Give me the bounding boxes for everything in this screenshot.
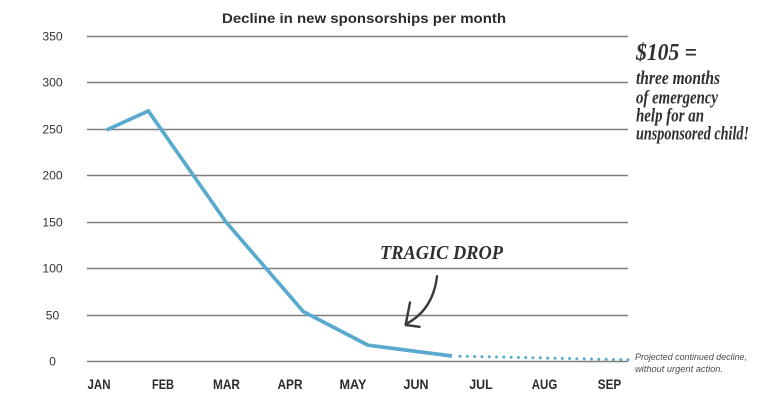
svg-text:50: 50 bbox=[46, 309, 60, 323]
svg-text:150: 150 bbox=[42, 216, 63, 230]
svg-text:MAY: MAY bbox=[340, 376, 368, 392]
svg-text:JUN: JUN bbox=[404, 376, 429, 392]
svg-text:350: 350 bbox=[42, 30, 63, 44]
svg-text:0: 0 bbox=[49, 355, 56, 369]
svg-text:help for an: help for an bbox=[636, 106, 704, 127]
svg-text:200: 200 bbox=[42, 169, 63, 183]
svg-text:without urgent action.: without urgent action. bbox=[635, 364, 723, 375]
svg-text:MAR: MAR bbox=[213, 376, 240, 392]
svg-text:250: 250 bbox=[42, 123, 63, 137]
svg-text:AUG: AUG bbox=[532, 376, 558, 392]
svg-text:SEP: SEP bbox=[598, 376, 622, 392]
svg-text:FEB: FEB bbox=[152, 376, 174, 392]
svg-text:300: 300 bbox=[42, 76, 63, 90]
svg-text:Decline in new sponsorships pe: Decline in new sponsorships per month bbox=[222, 10, 506, 26]
svg-text:JUL: JUL bbox=[469, 376, 493, 392]
svg-text:JAN: JAN bbox=[88, 376, 111, 392]
svg-text:three months: three months bbox=[636, 68, 720, 89]
svg-text:Projected continued decline,: Projected continued decline, bbox=[635, 352, 747, 363]
svg-text:of emergency: of emergency bbox=[636, 88, 718, 109]
svg-text:unsponsored child!: unsponsored child! bbox=[636, 124, 749, 145]
svg-text:$105 =: $105 = bbox=[635, 40, 697, 66]
svg-text:TRAGIC DROP: TRAGIC DROP bbox=[380, 242, 504, 264]
svg-text:100: 100 bbox=[42, 262, 63, 276]
svg-text:APR: APR bbox=[278, 376, 303, 392]
